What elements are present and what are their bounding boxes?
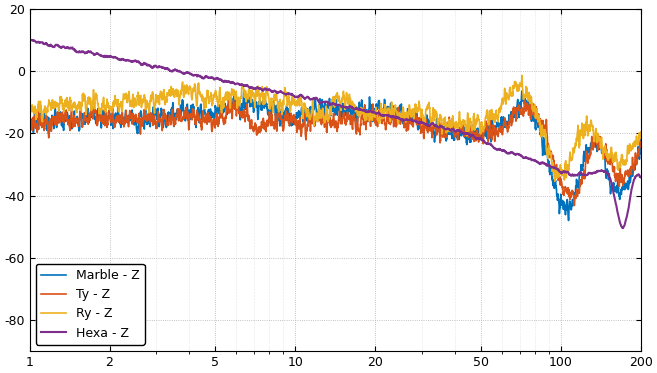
Ty - Z: [570, 203, 578, 208]
Line: Marble - Z: Marble - Z: [30, 90, 641, 220]
Hexa - Z: [637, 175, 645, 180]
Hexa - Z: [132, 59, 140, 63]
Ty - Z: [260, 126, 268, 130]
Ry - Z: [551, 179, 559, 184]
Ry - Z: [95, 110, 103, 114]
Ry - Z: [286, 109, 294, 113]
Marble - Z: [240, 88, 248, 93]
Marble - Z: [95, 115, 103, 119]
Ty - Z: [286, 115, 294, 120]
Line: Ry - Z: Ry - Z: [30, 76, 641, 181]
Hexa - Z: [260, 87, 268, 91]
Marble - Z: [131, 117, 139, 122]
Marble - Z: [625, 177, 633, 182]
Ty - Z: [637, 145, 645, 150]
Ry - Z: [637, 130, 645, 134]
Ry - Z: [560, 173, 568, 177]
Hexa - Z: [95, 53, 103, 57]
Ry - Z: [518, 73, 526, 78]
Ty - Z: [227, 95, 235, 100]
Hexa - Z: [625, 201, 633, 205]
Ty - Z: [625, 173, 633, 178]
Hexa - Z: [559, 169, 567, 173]
Ty - Z: [26, 116, 34, 120]
Marble - Z: [637, 134, 645, 138]
Hexa - Z: [286, 92, 294, 97]
Legend: Marble - Z, Ty - Z, Ry - Z, Hexa - Z: Marble - Z, Ty - Z, Ry - Z, Hexa - Z: [35, 264, 145, 345]
Ty - Z: [95, 113, 103, 117]
Line: Ty - Z: Ty - Z: [30, 97, 641, 206]
Marble - Z: [286, 116, 294, 121]
Ty - Z: [559, 192, 567, 197]
Marble - Z: [559, 205, 567, 210]
Hexa - Z: [618, 226, 626, 230]
Hexa - Z: [26, 38, 34, 43]
Marble - Z: [564, 218, 572, 223]
Ry - Z: [26, 111, 34, 115]
Ry - Z: [625, 148, 633, 152]
Marble - Z: [26, 120, 34, 124]
Marble - Z: [260, 104, 268, 108]
Ry - Z: [260, 96, 268, 100]
Line: Hexa - Z: Hexa - Z: [30, 40, 641, 228]
Hexa - Z: [28, 38, 35, 42]
Ty - Z: [131, 114, 139, 118]
Ry - Z: [131, 100, 139, 104]
